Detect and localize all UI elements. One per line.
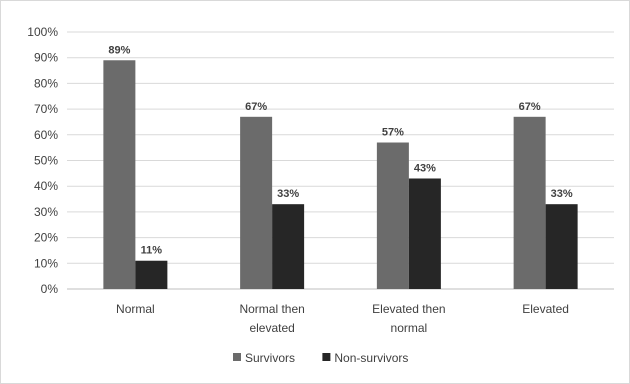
- bar-non-survivors: [135, 260, 168, 289]
- data-label: 67%: [519, 101, 541, 113]
- y-tick-label: 40%: [34, 179, 58, 193]
- x-category-label: elevated: [249, 321, 294, 335]
- bar-survivors: [513, 116, 546, 289]
- legend-label: Non-survivors: [334, 351, 408, 365]
- x-category-label: Normal: [116, 302, 155, 316]
- data-label: 33%: [277, 188, 299, 200]
- bar-survivors: [376, 142, 409, 289]
- bar-non-survivors: [272, 204, 305, 289]
- data-label: 11%: [141, 245, 163, 257]
- y-tick-label: 100%: [27, 25, 58, 39]
- x-category-label: Elevated then: [372, 302, 445, 316]
- bar-non-survivors: [545, 204, 578, 289]
- y-tick-label: 10%: [34, 256, 58, 270]
- data-label: 67%: [245, 101, 267, 113]
- data-label: 33%: [551, 188, 573, 200]
- y-tick-label: 90%: [34, 51, 58, 65]
- y-tick-label: 80%: [34, 76, 58, 90]
- legend-swatch: [322, 353, 331, 361]
- bar-non-survivors: [408, 178, 441, 289]
- x-category-label: Normal then: [239, 302, 304, 316]
- x-category-label: normal: [391, 321, 428, 335]
- y-tick-label: 60%: [34, 128, 58, 142]
- bar-survivors: [103, 60, 136, 289]
- x-category-label: Elevated: [522, 302, 569, 316]
- y-tick-label: 0%: [41, 282, 59, 296]
- data-label: 43%: [414, 162, 436, 174]
- legend-label: Survivors: [245, 351, 295, 365]
- data-label: 57%: [382, 127, 404, 139]
- y-tick-label: 20%: [34, 231, 58, 245]
- data-label: 89%: [108, 44, 130, 56]
- y-tick-label: 70%: [34, 102, 58, 116]
- legend-swatch: [233, 353, 241, 361]
- y-tick-label: 30%: [34, 205, 58, 219]
- y-tick-label: 50%: [34, 154, 58, 168]
- bar-survivors: [240, 116, 273, 289]
